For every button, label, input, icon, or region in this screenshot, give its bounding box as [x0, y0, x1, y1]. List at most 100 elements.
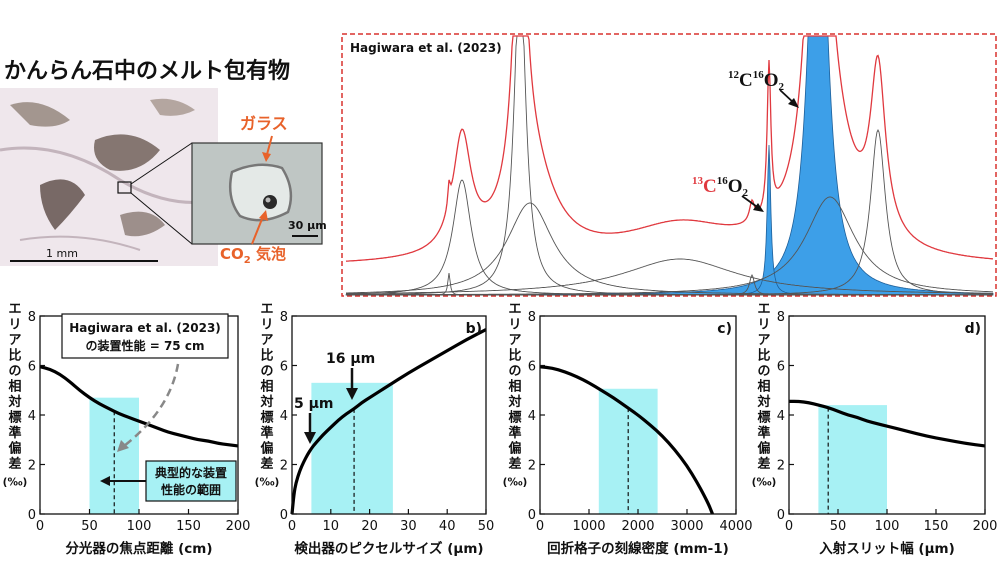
crack-line [19, 235, 141, 251]
chart-c-ytick-label: 0 [528, 508, 536, 523]
chart-b-ylabel-char: 差 [260, 456, 273, 472]
chart-a-ylabel-char: 準 [8, 425, 21, 441]
component-peak-4 [346, 258, 993, 294]
inclusion-shape [94, 134, 160, 171]
chart-b-xtick-label: 40 [439, 519, 456, 534]
chart-a-ylabel-char: 比 [8, 348, 21, 364]
bubble-label: CO2 気泡 [220, 245, 286, 266]
chart-a-ylabel-char: エ [8, 302, 21, 317]
chart-c-xlabel: 回折格子の刻線密度 (mm-1) [547, 540, 729, 557]
chart-a-ylabel-char: リ [8, 318, 21, 333]
chart-b-curve [290, 328, 487, 515]
pixel-16um-arrow-head [346, 388, 358, 400]
chart-b-ylabel-char: 準 [260, 425, 273, 441]
chart-a-ylabel-char: 標 [8, 410, 21, 426]
spectrum-curves [345, 35, 994, 296]
chart-d-ylabel-char: 差 [757, 456, 770, 472]
chart-d-panel-label: d) [965, 321, 981, 337]
chart-c-ytick-label: 2 [528, 459, 536, 474]
glass-label: ガラス [240, 114, 288, 133]
inclusion-shape [10, 102, 70, 127]
typical-range-line1: 典型的な装置 [155, 465, 227, 480]
chart-c-ylabel-char: エ [508, 302, 521, 317]
photo-panel: かんらん石中のメルト包有物 1 mm 30 μm ガラス CO2 気泡 [0, 58, 327, 266]
chart-d-ylabel-char: ア [757, 333, 770, 348]
chart-a-ylabel-char: の [8, 364, 21, 379]
chart-a-xtick-label: 50 [81, 519, 98, 534]
chart-c: 0 1000 2000 3000 4000 0 2 4 6 8 回折格子の刻線密度 (mm-1) エリ… [503, 302, 753, 557]
chart-c-ylabel-char: 準 [508, 425, 521, 441]
chart-c-xtick-label: 3000 [670, 519, 703, 534]
chart-a-ylabel-char: 対 [7, 394, 21, 410]
chart-b-ytick-label: 6 [280, 360, 288, 375]
chart-b-xtick-label: 0 [288, 519, 296, 534]
chart-b-ylabel-char: 相 [260, 379, 273, 395]
chart-b-ylabel-char: エ [260, 302, 273, 317]
chart-d-ytick-label: 4 [777, 409, 785, 424]
pixel-16um-label: 16 μm [326, 351, 375, 367]
co2-bubble-highlight [265, 197, 271, 203]
chart-b-ylabel-char: 標 [260, 410, 273, 426]
chart-d: 0 50 100 150 200 0 2 4 6 8 入射スリット幅 (μm) エリア比の相対標準偏差… [752, 302, 998, 557]
chart-c-ylabel-char: 相 [508, 379, 521, 395]
chart-d-ylabel-char: 相 [757, 379, 770, 395]
component-peak-7 [346, 196, 993, 296]
chart-a-ytick-label: 2 [28, 459, 36, 474]
hagiwara-callout-line1: Hagiwara et al. (2023) [69, 321, 221, 335]
chart-d-ytick-label: 2 [777, 459, 785, 474]
chart-a-ylabel-char: 相 [8, 379, 21, 395]
chart-d-ylabel-char: の [757, 364, 770, 379]
hagiwara-callout-line2: の装置性能 = 75 cm [86, 338, 205, 353]
chart-a: 0 50 100 150 200 0 2 4 6 8 分光器の焦点距離 (cm) エリア比の相対標準偏… [3, 302, 251, 557]
chart-d-ylabel-char: 比 [757, 348, 770, 364]
component-peak-3 [346, 202, 993, 296]
label-13co2: 13C16O2 [692, 175, 749, 199]
chart-b-ylabel-char: リ [260, 318, 273, 333]
chart-b-xtick-label: 30 [400, 519, 417, 534]
component-peak-9 [346, 128, 993, 296]
chart-d-xtick-label: 150 [924, 519, 949, 534]
chart-c-ylabel-char: 比 [508, 348, 521, 364]
chart-d-xtick-label: 100 [875, 519, 900, 534]
chart-d-ytick-label: 8 [777, 310, 785, 325]
inclusion-shape [40, 179, 85, 230]
chart-d-curve [788, 399, 986, 448]
typical-range-box [145, 460, 237, 502]
chart-c-panel-label: c) [717, 321, 732, 337]
zoom-connector-line [130, 192, 193, 245]
crack-line [0, 146, 219, 204]
component-peak-2 [346, 35, 993, 296]
chart-d-ytick-label: 6 [777, 360, 785, 375]
chart-b: 0 10 20 30 40 50 0 2 4 6 8 検出器のピクセルサイズ (μm) エリア比の相対標… [255, 302, 495, 557]
scale-bar-inset-label: 30 μm [288, 219, 327, 232]
chart-d-ylabel-char: 偏 [757, 441, 770, 457]
peak-12co2-fill [345, 35, 994, 296]
chart-a-ylabel-char: ア [8, 333, 21, 348]
chart-b-ylabel-char: 対 [259, 394, 273, 410]
spectrum-title: Hagiwara et al. (2023) [350, 41, 502, 55]
chart-a-xlabel: 分光器の焦点距離 (cm) [65, 540, 212, 557]
chart-c-ytick-label: 6 [528, 360, 536, 375]
chart-d-xlabel: 入射スリット幅 (μm) [819, 540, 955, 557]
chart-a-xtick-label: 0 [36, 519, 44, 534]
chart-a-ytick-label: 8 [28, 310, 36, 325]
pixel-5um-arrow-head [304, 432, 316, 444]
chart-b-xtick-label: 10 [323, 519, 340, 534]
chart-d-ytick-label: 0 [777, 508, 785, 523]
chart-c-xtick-label: 4000 [719, 519, 752, 534]
chart-d-ylabel-char: リ [757, 318, 770, 333]
chart-c-ylabel-char: の [508, 364, 521, 379]
chart-c-ylabel-char: ア [508, 333, 521, 348]
chart-b-panel-label: b) [466, 321, 482, 337]
chart-c-ylabel-char: 標 [508, 410, 521, 426]
arrow-13co2-head [753, 203, 764, 212]
chart-a-ylabel-char: 偏 [8, 441, 21, 457]
chart-c-xtick-label: 2000 [621, 519, 654, 534]
chart-c-ylabel-char: 偏 [508, 441, 521, 457]
